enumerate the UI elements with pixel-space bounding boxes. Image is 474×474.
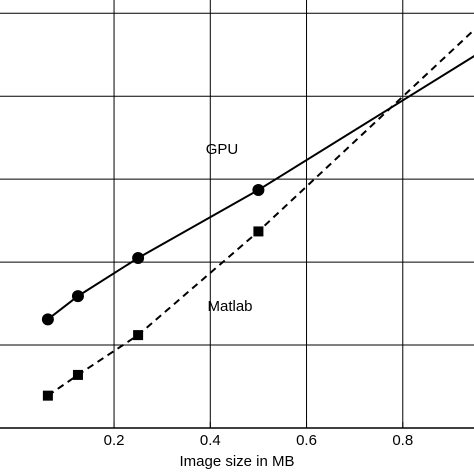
point xyxy=(71,290,84,303)
point xyxy=(132,251,145,264)
grid xyxy=(0,0,474,428)
annotation: Matlab xyxy=(207,298,252,315)
x-tick-label: 0.4 xyxy=(200,432,221,449)
x-tick-label: 0.8 xyxy=(392,432,413,449)
series-line xyxy=(47,28,474,397)
point xyxy=(41,313,54,326)
point xyxy=(252,183,265,196)
x-axis-label: Image size in MB xyxy=(179,453,294,470)
annotation: GPU xyxy=(206,141,239,158)
x-tick-label: 0.6 xyxy=(296,432,317,449)
x-tick-label: 0.2 xyxy=(104,432,125,449)
point xyxy=(72,369,83,380)
plot-area xyxy=(41,28,474,401)
point xyxy=(253,226,264,237)
point xyxy=(133,330,144,341)
point xyxy=(42,390,53,401)
series-line xyxy=(47,54,474,321)
